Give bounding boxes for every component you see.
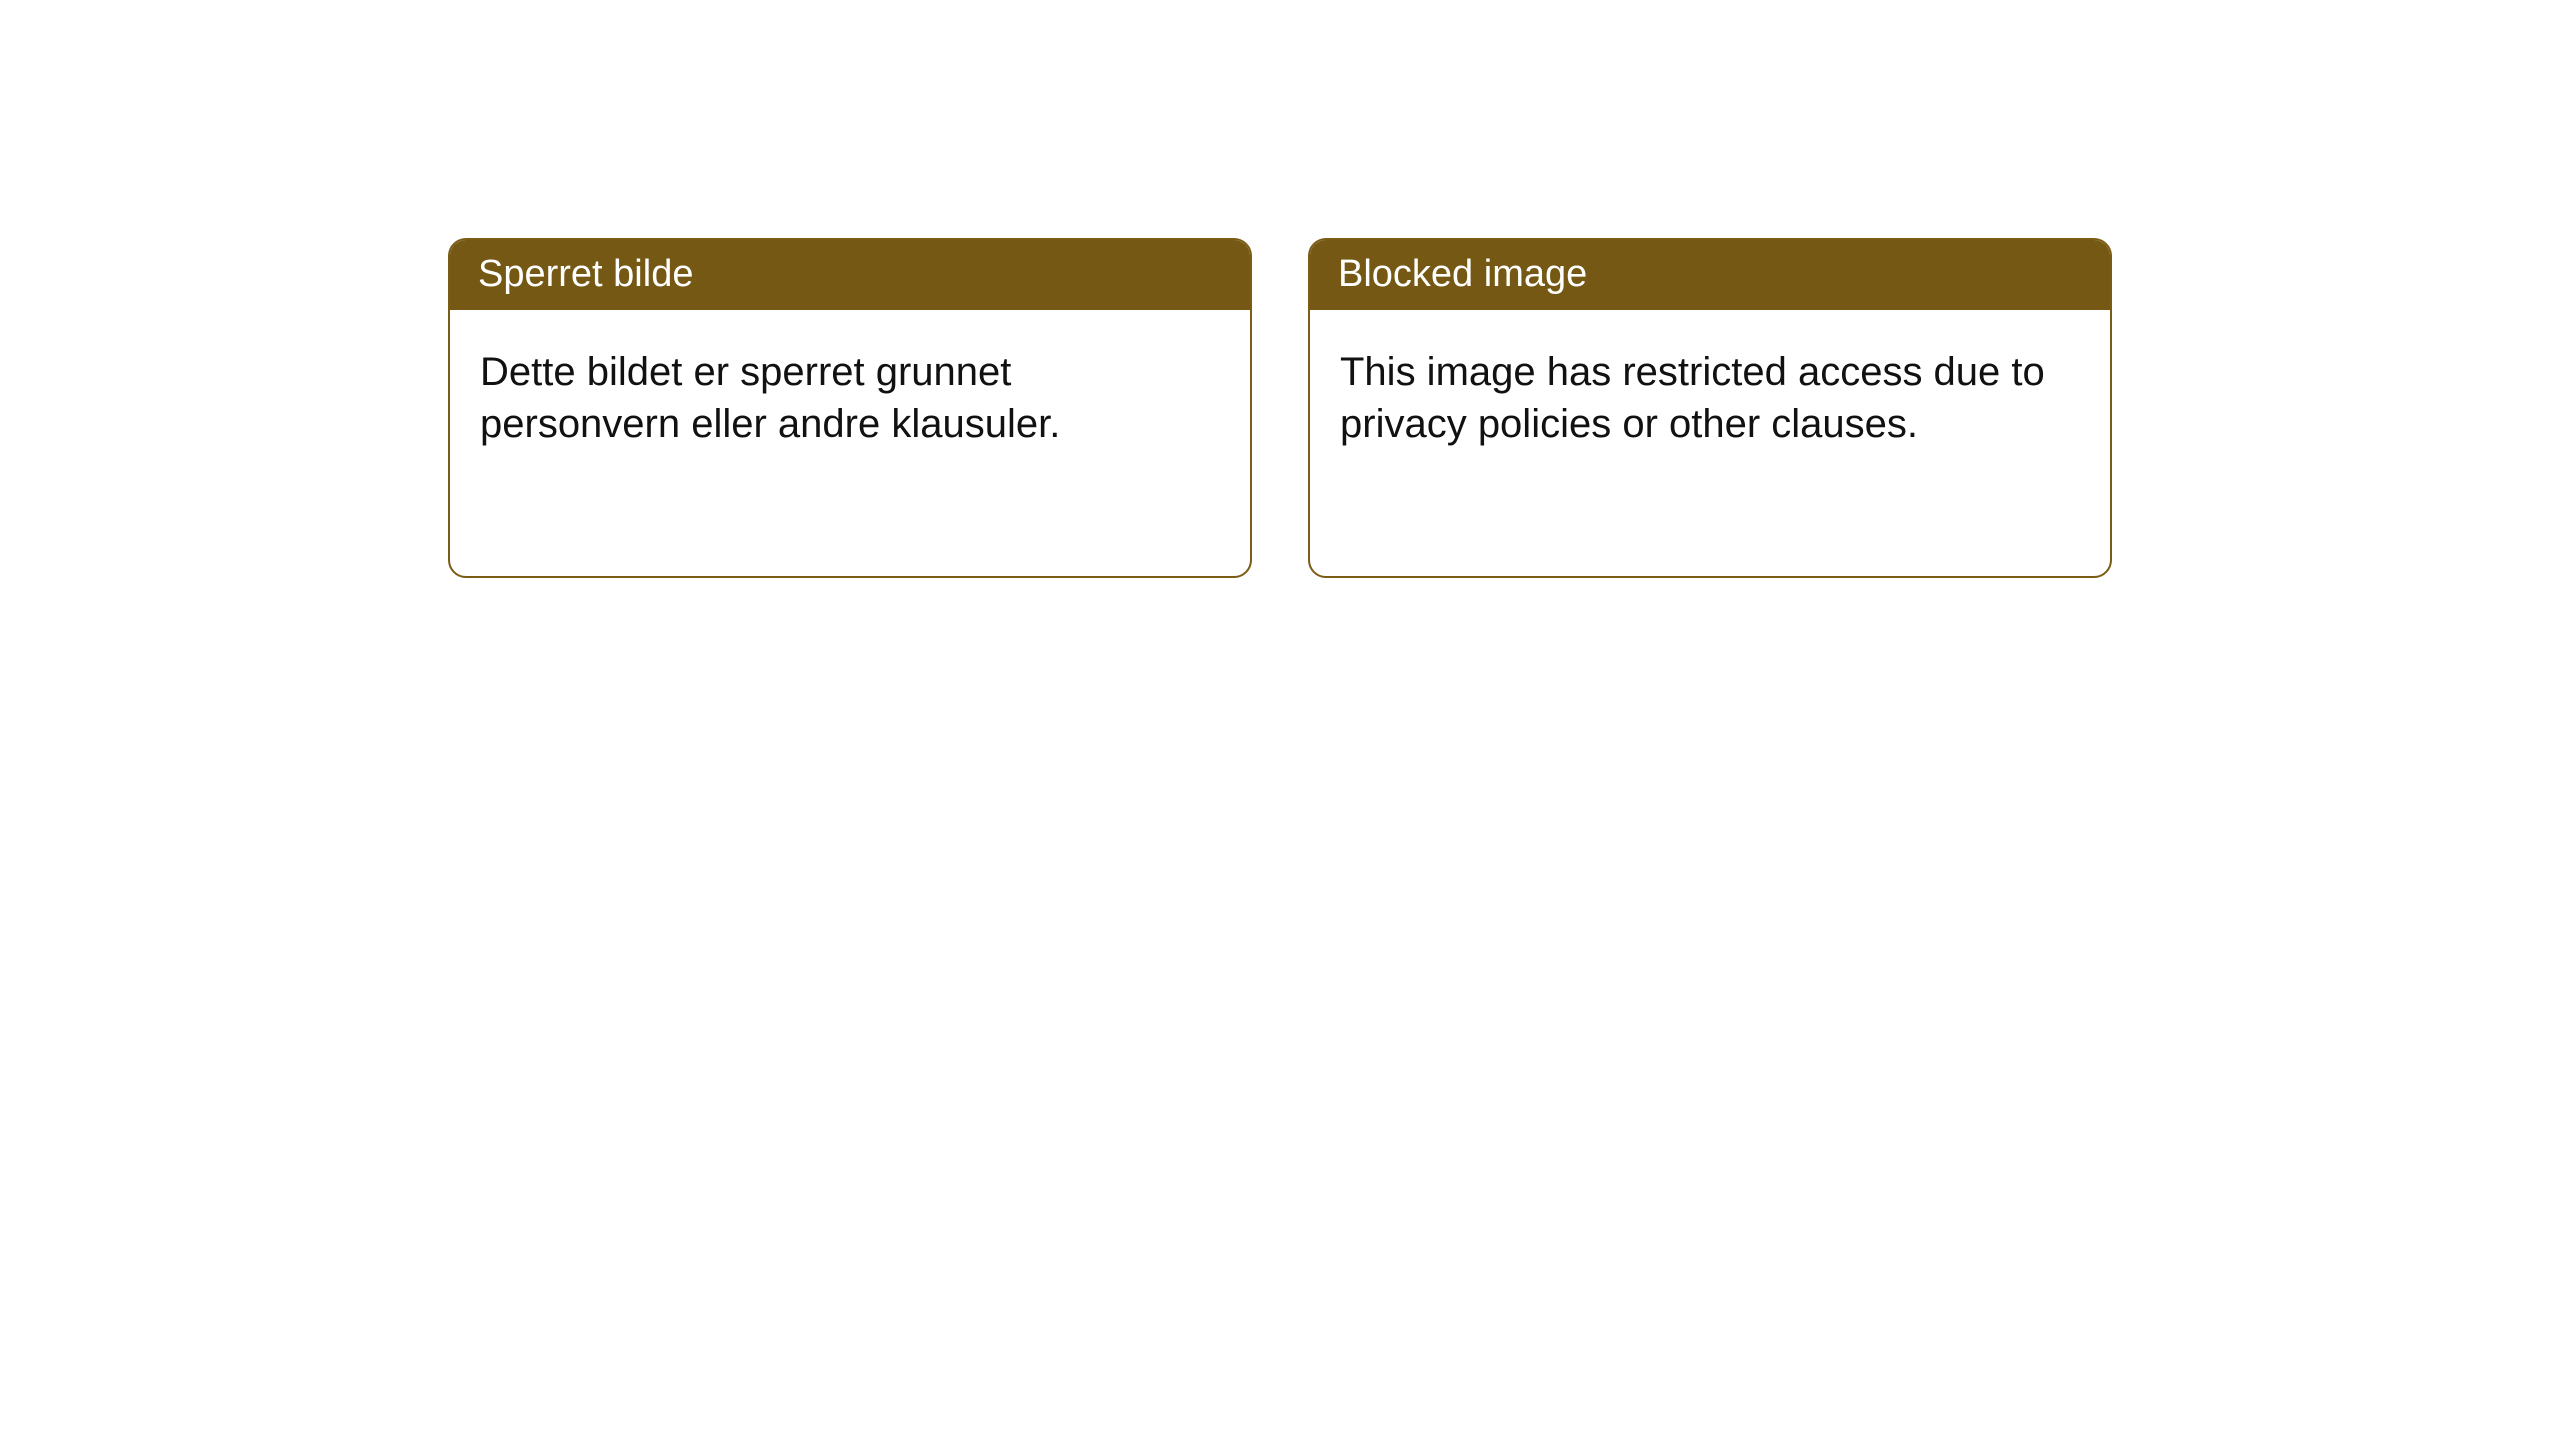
notice-card-english: Blocked image This image has restricted … bbox=[1308, 238, 2112, 578]
card-header: Blocked image bbox=[1310, 240, 2110, 310]
card-header: Sperret bilde bbox=[450, 240, 1250, 310]
card-body-text: This image has restricted access due to … bbox=[1340, 350, 2045, 447]
card-title: Sperret bilde bbox=[478, 253, 693, 295]
card-body-text: Dette bildet er sperret grunnet personve… bbox=[480, 350, 1060, 447]
card-body: This image has restricted access due to … bbox=[1310, 310, 2110, 488]
card-title: Blocked image bbox=[1338, 253, 1587, 295]
notice-cards-row: Sperret bilde Dette bildet er sperret gr… bbox=[448, 238, 2112, 578]
notice-card-norwegian: Sperret bilde Dette bildet er sperret gr… bbox=[448, 238, 1252, 578]
card-body: Dette bildet er sperret grunnet personve… bbox=[450, 310, 1250, 488]
